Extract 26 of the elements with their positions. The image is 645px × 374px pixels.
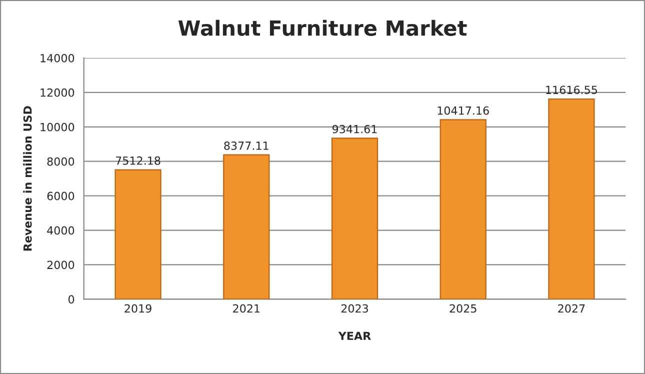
y-tick-label: 8000	[47, 157, 74, 166]
y-tick-label: 4000	[47, 226, 74, 235]
data-label: 10417.16	[438, 106, 489, 115]
data-label: 11616.55	[546, 86, 598, 94]
bar	[548, 98, 595, 300]
x-tick-label: 2027	[558, 304, 585, 313]
bar	[331, 138, 378, 300]
y-tick-label: 0	[68, 295, 74, 304]
data-label: 7512.18	[116, 156, 160, 165]
chart-title: Walnut Furniture Market	[178, 20, 467, 36]
x-tick-label: 2023	[341, 304, 368, 313]
x-axis-title: YEAR	[338, 332, 371, 340]
y-tick-label: 10000	[40, 122, 74, 132]
x-tick-label: 2025	[450, 304, 476, 313]
y-tick-label: 12000	[40, 88, 74, 97]
y-axis-title: Revenue in million USD	[23, 106, 32, 251]
x-tick-label: 2021	[233, 304, 260, 313]
y-tick-label: 6000	[47, 192, 74, 200]
bar	[440, 119, 486, 300]
y-tick-label: 2000	[47, 260, 74, 270]
y-tick-label: 14000	[40, 54, 74, 62]
bar	[223, 154, 270, 300]
bar	[114, 169, 162, 300]
data-label: 8377.11	[224, 142, 268, 150]
data-label: 9341.61	[332, 124, 377, 134]
x-tick-label: 2019	[124, 304, 152, 313]
